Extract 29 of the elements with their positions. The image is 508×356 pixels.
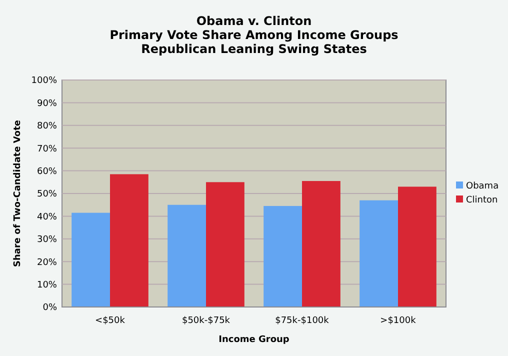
y-tick-label: 90% bbox=[36, 98, 58, 109]
bar bbox=[264, 206, 302, 307]
y-tick-label: 30% bbox=[36, 235, 58, 246]
y-tick-label: 10% bbox=[36, 280, 58, 290]
x-tick-label: <$50k bbox=[95, 316, 126, 326]
y-tick-label: 80% bbox=[36, 122, 58, 132]
bar bbox=[302, 181, 340, 307]
bar bbox=[168, 204, 206, 307]
x-axis-title: Income Group bbox=[218, 335, 290, 345]
x-tick-label: >$100k bbox=[380, 316, 417, 326]
chart-subtitle: Primary Vote Share Among Income Groups Republican Leaning Swing States bbox=[110, 28, 398, 56]
y-tick-label: 70% bbox=[36, 144, 58, 154]
bar bbox=[360, 200, 398, 307]
y-tick-label: 60% bbox=[36, 166, 58, 177]
x-tick-label: $50k-$75k bbox=[182, 316, 231, 326]
bar bbox=[398, 186, 436, 307]
y-tick-label: 100% bbox=[31, 76, 58, 86]
y-axis-title: Share of Two-Candidate Vote bbox=[13, 120, 23, 267]
y-tick-label: 50% bbox=[36, 190, 58, 200]
y-tick-label: 40% bbox=[36, 212, 58, 222]
bar bbox=[206, 182, 244, 307]
chart-title: Obama v. Clinton bbox=[196, 14, 312, 28]
y-tick-label: 20% bbox=[36, 258, 58, 268]
y-tick-label: 0% bbox=[42, 303, 58, 314]
bar bbox=[110, 174, 148, 307]
legend-label: Obama bbox=[466, 182, 499, 192]
x-tick-label: $75k-$100k bbox=[275, 316, 330, 326]
bar bbox=[72, 212, 110, 307]
legend-label: Clinton bbox=[466, 196, 498, 206]
